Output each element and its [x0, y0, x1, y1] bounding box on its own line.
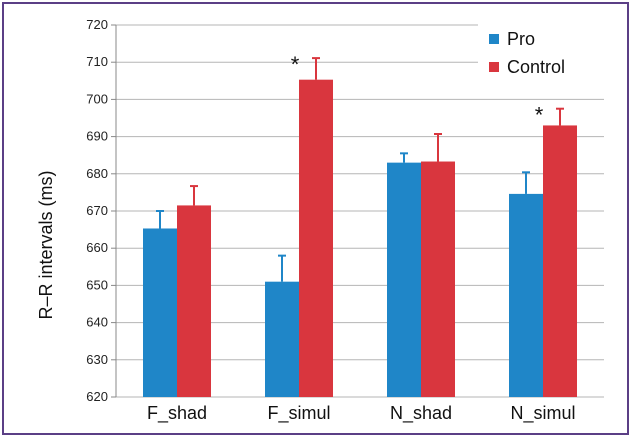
y-tick-label: 630 — [86, 352, 108, 367]
significance-marker: * — [535, 103, 544, 128]
y-tick-label: 720 — [86, 17, 108, 32]
legend: Pro Control — [478, 24, 604, 82]
y-tick-label: 700 — [86, 91, 108, 106]
y-axis-label: R–R intervals (ms) — [36, 170, 56, 319]
bar-control-f_simul — [299, 79, 333, 398]
bar-pro-f_simul — [265, 281, 299, 397]
x-tick-label: N_shad — [390, 403, 452, 424]
bar-control-n_simul — [543, 125, 577, 397]
x-tick-label: F_simul — [267, 403, 330, 424]
x-tick-label: N_simul — [510, 403, 575, 424]
bar-control-n_shad — [421, 161, 455, 397]
y-tick-label: 650 — [86, 277, 108, 292]
legend-label: Control — [507, 57, 565, 77]
bars — [143, 79, 577, 398]
y-tick-label: 670 — [86, 203, 108, 218]
bar-pro-n_simul — [509, 193, 543, 397]
legend-background — [478, 24, 604, 82]
y-tick-label: 640 — [86, 315, 108, 330]
y-tick-label: 620 — [86, 389, 108, 404]
y-tick-label: 660 — [86, 240, 108, 255]
legend-swatch — [489, 62, 499, 72]
annotations: ** — [291, 52, 544, 128]
legend-swatch — [489, 34, 499, 44]
legend-label: Pro — [507, 29, 535, 49]
y-tick-label: 690 — [86, 129, 108, 144]
y-tick-label: 680 — [86, 166, 108, 181]
y-tick-labels: 620 630 640 650 660 670 680 690 700 710 720 — [86, 17, 108, 404]
bar-control-f_shad — [177, 205, 211, 397]
significance-marker: * — [291, 52, 300, 77]
x-tick-labels: F_shad F_simul N_shad N_simul — [147, 403, 576, 424]
bar-pro-n_shad — [387, 162, 421, 397]
error-bars — [156, 57, 564, 282]
y-tick-label: 710 — [86, 54, 108, 69]
x-tick-label: F_shad — [147, 403, 207, 424]
bar-pro-f_shad — [143, 228, 177, 397]
